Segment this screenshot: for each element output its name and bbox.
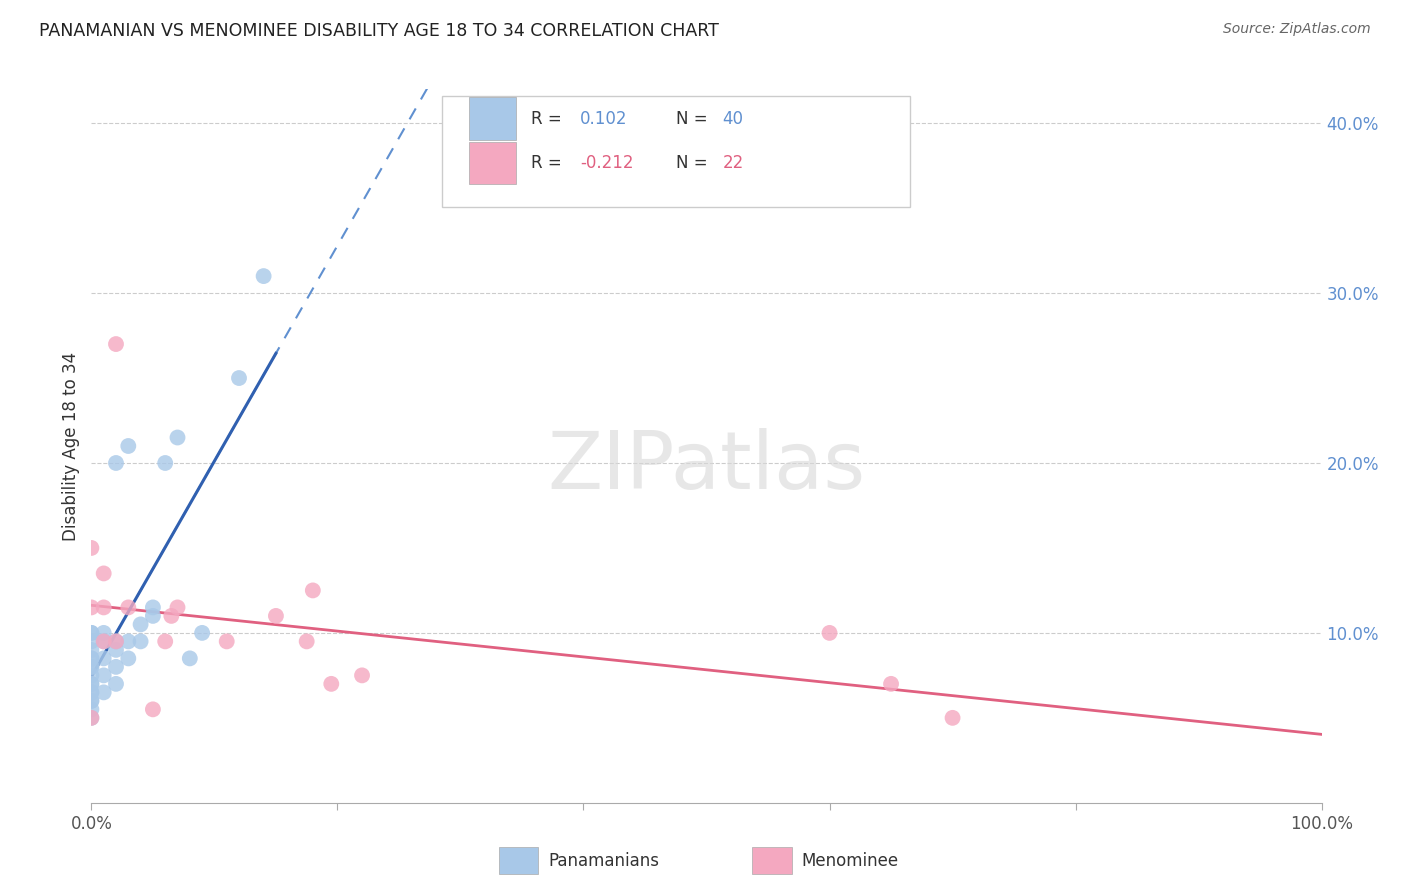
Point xyxy=(105,337,127,351)
Point xyxy=(179,651,201,665)
Point xyxy=(129,617,152,632)
Point xyxy=(117,651,139,665)
Text: -0.212: -0.212 xyxy=(579,154,633,172)
Y-axis label: Disability Age 18 to 34: Disability Age 18 to 34 xyxy=(62,351,80,541)
Text: Source: ZipAtlas.com: Source: ZipAtlas.com xyxy=(1223,22,1371,37)
Point xyxy=(228,371,250,385)
Point xyxy=(105,456,127,470)
Text: R =: R = xyxy=(530,110,567,128)
Point xyxy=(80,685,103,699)
Point xyxy=(264,608,287,623)
Text: 40: 40 xyxy=(723,110,744,128)
Text: R =: R = xyxy=(530,154,567,172)
Point xyxy=(117,439,139,453)
Text: N =: N = xyxy=(676,154,713,172)
Point xyxy=(80,634,103,648)
Point xyxy=(80,677,103,691)
Text: 22: 22 xyxy=(723,154,744,172)
Text: N =: N = xyxy=(676,110,713,128)
Point xyxy=(80,711,103,725)
Point xyxy=(80,643,103,657)
Point xyxy=(80,626,103,640)
Text: 0.102: 0.102 xyxy=(579,110,627,128)
Point xyxy=(80,660,103,674)
Point xyxy=(80,660,103,674)
Point xyxy=(295,634,318,648)
Bar xyxy=(470,97,516,140)
Point xyxy=(105,634,127,648)
Point xyxy=(80,668,103,682)
Point xyxy=(93,685,115,699)
Point xyxy=(93,634,115,648)
Point xyxy=(80,694,103,708)
Point xyxy=(80,626,103,640)
Point xyxy=(93,626,115,640)
Point xyxy=(142,608,165,623)
Point xyxy=(160,608,183,623)
Point xyxy=(93,566,115,581)
Point xyxy=(80,677,103,691)
Point xyxy=(129,634,152,648)
Point xyxy=(93,651,115,665)
Point xyxy=(80,702,103,716)
Point xyxy=(105,634,127,648)
Point xyxy=(301,583,323,598)
Point xyxy=(80,651,103,665)
Point xyxy=(117,634,139,648)
Point xyxy=(142,600,165,615)
Point xyxy=(880,677,903,691)
Point xyxy=(80,651,103,665)
Point xyxy=(93,600,115,615)
Point xyxy=(105,677,127,691)
Point xyxy=(215,634,238,648)
Point xyxy=(166,600,188,615)
Point xyxy=(80,694,103,708)
Text: ZIPatlas: ZIPatlas xyxy=(547,428,866,507)
Point xyxy=(191,626,214,640)
Text: Menominee: Menominee xyxy=(801,852,898,870)
Point xyxy=(105,643,127,657)
Point xyxy=(153,456,177,470)
Point xyxy=(80,600,103,615)
Point xyxy=(352,668,374,682)
Point xyxy=(941,711,963,725)
FancyBboxPatch shape xyxy=(441,96,910,207)
Point xyxy=(153,634,177,648)
Point xyxy=(321,677,343,691)
Text: Panamanians: Panamanians xyxy=(548,852,659,870)
Point xyxy=(142,702,165,716)
Point xyxy=(80,541,103,555)
Point xyxy=(93,634,115,648)
Point xyxy=(80,711,103,725)
Point xyxy=(818,626,841,640)
Point xyxy=(166,430,188,444)
Text: PANAMANIAN VS MENOMINEE DISABILITY AGE 18 TO 34 CORRELATION CHART: PANAMANIAN VS MENOMINEE DISABILITY AGE 1… xyxy=(39,22,720,40)
Point xyxy=(80,685,103,699)
Point xyxy=(253,269,276,284)
Point xyxy=(117,600,139,615)
Bar xyxy=(470,142,516,185)
Point xyxy=(105,660,127,674)
Point xyxy=(93,668,115,682)
